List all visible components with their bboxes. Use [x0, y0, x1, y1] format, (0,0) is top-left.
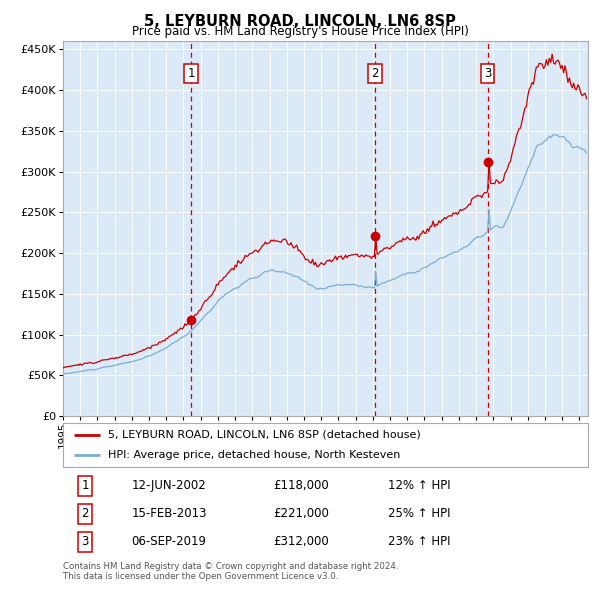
- Text: 12% ↑ HPI: 12% ↑ HPI: [389, 480, 451, 493]
- FancyBboxPatch shape: [63, 423, 588, 467]
- Text: 3: 3: [484, 67, 491, 80]
- Text: 12-JUN-2002: 12-JUN-2002: [131, 480, 206, 493]
- Text: Price paid vs. HM Land Registry's House Price Index (HPI): Price paid vs. HM Land Registry's House …: [131, 25, 469, 38]
- Text: £221,000: £221,000: [273, 507, 329, 520]
- Text: 1: 1: [82, 480, 89, 493]
- Text: HPI: Average price, detached house, North Kesteven: HPI: Average price, detached house, Nort…: [107, 450, 400, 460]
- Text: 1: 1: [187, 67, 195, 80]
- Text: 25% ↑ HPI: 25% ↑ HPI: [389, 507, 451, 520]
- Text: Contains HM Land Registry data © Crown copyright and database right 2024.
This d: Contains HM Land Registry data © Crown c…: [63, 562, 398, 581]
- Text: £312,000: £312,000: [273, 535, 329, 548]
- Text: 06-SEP-2019: 06-SEP-2019: [131, 535, 206, 548]
- Text: 2: 2: [371, 67, 379, 80]
- Text: 2: 2: [82, 507, 89, 520]
- Text: 3: 3: [82, 535, 89, 548]
- Text: 5, LEYBURN ROAD, LINCOLN, LN6 8SP: 5, LEYBURN ROAD, LINCOLN, LN6 8SP: [144, 14, 456, 28]
- Text: 5, LEYBURN ROAD, LINCOLN, LN6 8SP (detached house): 5, LEYBURN ROAD, LINCOLN, LN6 8SP (detac…: [107, 430, 421, 440]
- Text: £118,000: £118,000: [273, 480, 329, 493]
- Text: 15-FEB-2013: 15-FEB-2013: [131, 507, 207, 520]
- Text: 23% ↑ HPI: 23% ↑ HPI: [389, 535, 451, 548]
